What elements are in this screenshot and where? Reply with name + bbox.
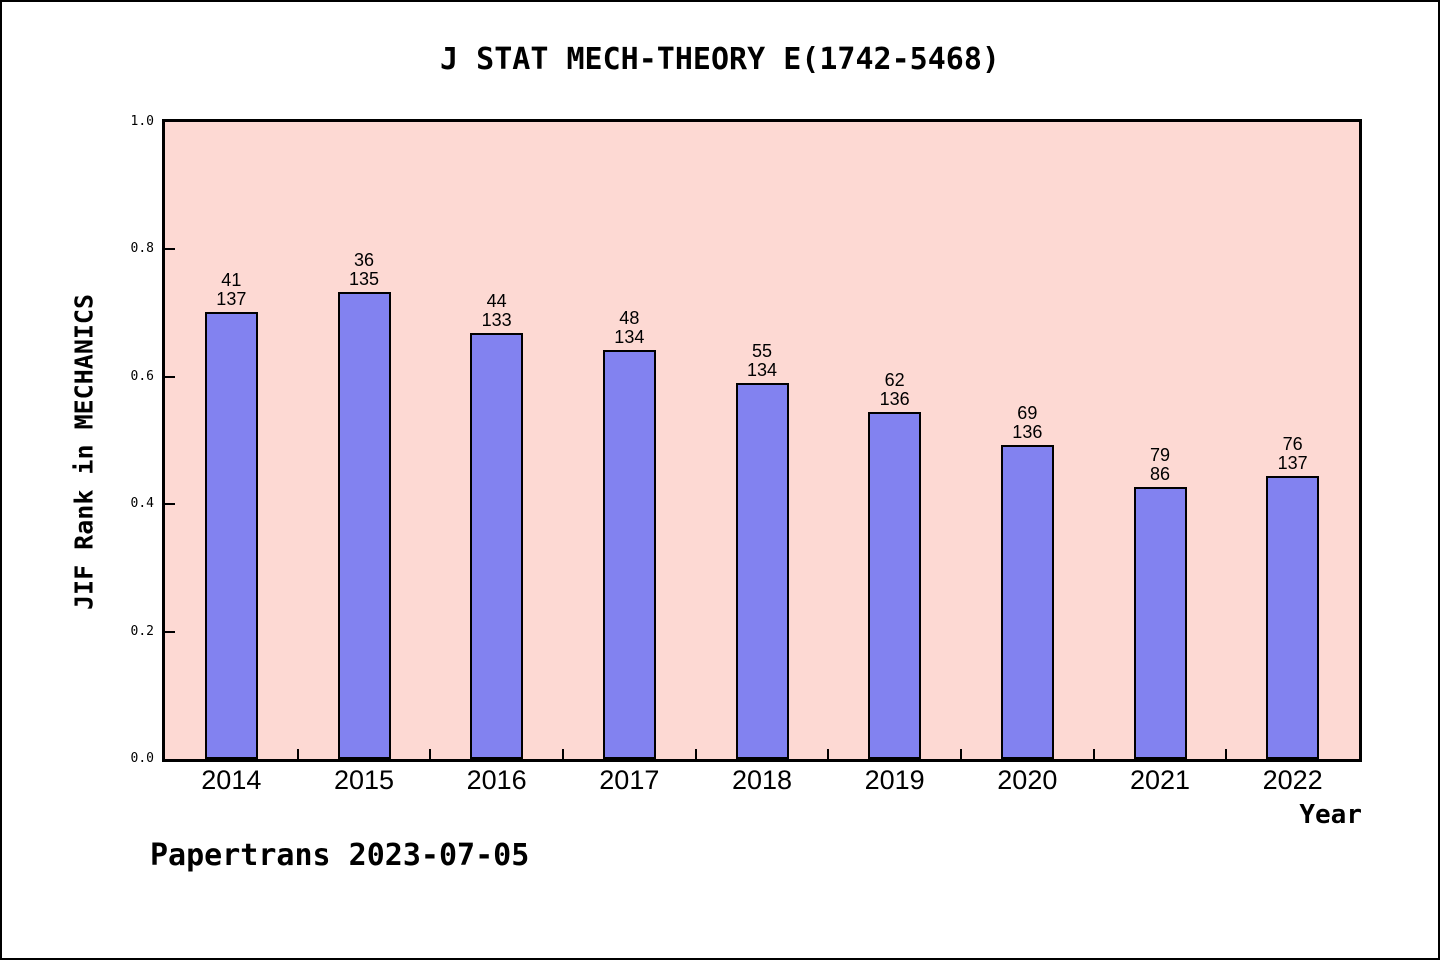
x-axis-tick — [429, 749, 432, 759]
bar-2016 — [470, 333, 524, 759]
x-tick-label-2022: 2022 — [1262, 765, 1323, 795]
plot-area: 41 137 36 135 44 133 48 134 55 134 62 136 69 136 79 86 7… — [162, 119, 1362, 762]
bar-total-value: 137 — [216, 289, 247, 309]
bar-value-label-2016: 44 133 — [482, 292, 512, 330]
y-tick-label-0.4: 0.4 — [130, 496, 154, 511]
x-tick-label-2014: 2014 — [201, 765, 262, 795]
y-axis-tick — [165, 248, 175, 250]
bar-value-label-2014: 41 137 — [216, 271, 246, 309]
bar-value-label-2017: 48 134 — [614, 309, 644, 347]
bar-total-value: 133 — [481, 310, 512, 330]
bar-total-value: 86 — [1149, 464, 1171, 484]
bar-2017 — [602, 350, 656, 759]
bar-rank-value: 48 — [619, 308, 640, 328]
x-tick-label-2019: 2019 — [864, 765, 925, 795]
x-tick-label-2018: 2018 — [731, 765, 793, 795]
y-axis-tick — [165, 631, 175, 633]
bar-rank-value: 44 — [486, 291, 507, 311]
bar-total-value: 134 — [746, 360, 778, 380]
x-axis-tick — [1225, 749, 1228, 759]
bar-rank-value: 41 — [221, 270, 242, 290]
x-axis-tick — [1092, 749, 1095, 759]
bar-value-label-2019: 62 136 — [880, 371, 910, 409]
bar-value-label-2021: 79 86 — [1150, 446, 1170, 484]
x-axis-tick — [694, 749, 697, 759]
y-tick-label-0.2: 0.2 — [130, 624, 154, 639]
bar-value-label-2020: 69 136 — [1012, 404, 1042, 442]
y-tick-label-0.6: 0.6 — [130, 369, 154, 384]
bar-total-value: 136 — [879, 389, 910, 409]
bar-total-value: 136 — [1012, 422, 1043, 442]
bar-value-label-2022: 76 137 — [1278, 435, 1308, 473]
chart-title: J STAT MECH-THEORY E(1742-5468) — [440, 42, 1000, 77]
bar-rank-value: 36 — [353, 250, 375, 270]
bar-2014 — [204, 312, 258, 759]
x-axis-tick — [296, 749, 299, 759]
x-axis-tick — [562, 749, 564, 759]
bar-2020 — [1000, 445, 1054, 759]
bar-2021 — [1133, 487, 1187, 759]
y-axis-tick — [165, 376, 175, 378]
y-axis-label: JIF Rank in MECHANICS — [69, 293, 99, 611]
x-tick-label-2021: 2021 — [1129, 765, 1191, 795]
x-axis-tick — [827, 749, 830, 759]
x-tick-label-2016: 2016 — [466, 765, 527, 795]
bar-value-label-2015: 36 135 — [349, 251, 379, 289]
x-tick-label-2015: 2015 — [333, 765, 395, 795]
bar-2018 — [735, 383, 789, 759]
y-tick-label-0.0: 0.0 — [130, 751, 154, 766]
x-axis-label: Year — [1299, 800, 1362, 830]
footer-watermark: Papertrans 2023-07-05 — [150, 838, 530, 873]
bar-total-value: 135 — [348, 269, 380, 289]
bar-total-value: 137 — [1277, 453, 1308, 473]
bar-rank-value: 55 — [751, 341, 773, 361]
bar-rank-value: 69 — [1017, 403, 1038, 423]
y-tick-label-0.8: 0.8 — [130, 241, 154, 256]
bar-total-value: 134 — [614, 327, 645, 347]
bar-2022 — [1266, 476, 1320, 759]
bar-rank-value: 62 — [884, 370, 905, 390]
x-tick-label-2017: 2017 — [599, 765, 660, 795]
x-tick-label-2020: 2020 — [997, 765, 1058, 795]
y-tick-label-1.0: 1.0 — [130, 114, 154, 129]
y-axis-tick — [165, 503, 175, 505]
bar-rank-value: 79 — [1149, 445, 1171, 465]
bar-2015 — [337, 292, 391, 759]
bar-rank-value: 76 — [1282, 434, 1303, 454]
x-axis-tick — [960, 749, 962, 759]
bar-2019 — [868, 412, 922, 759]
bar-value-label-2018: 55 134 — [747, 342, 777, 380]
